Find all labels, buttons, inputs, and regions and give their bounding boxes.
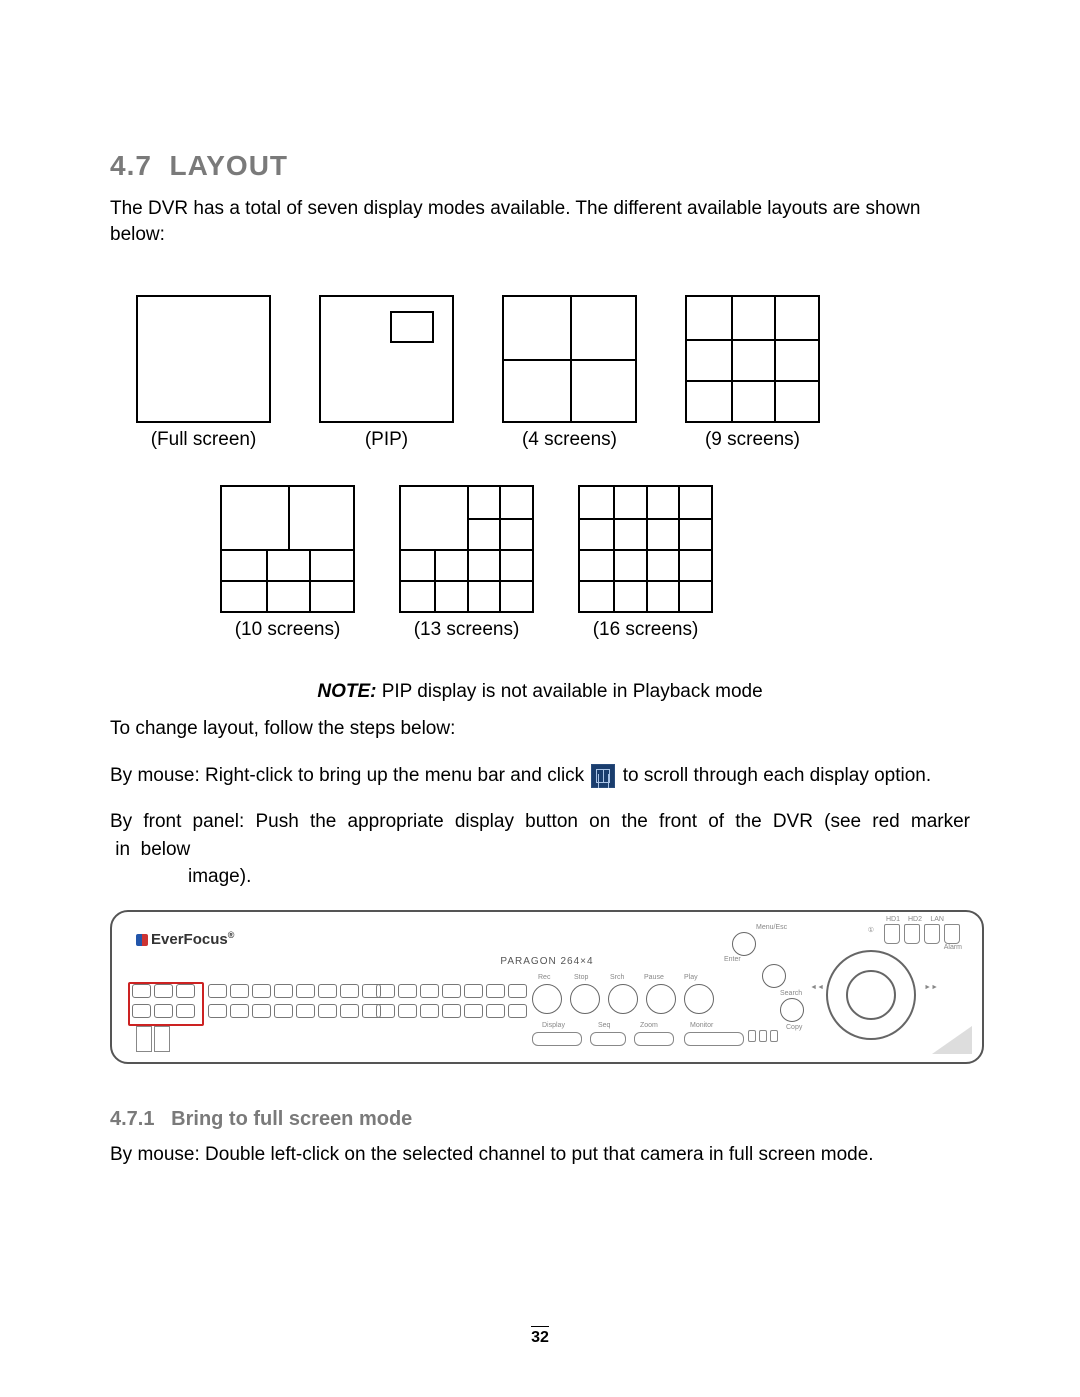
layout-full-label: (Full screen) — [151, 429, 257, 451]
subsection-text: By mouse: Double left-click on the selec… — [110, 1141, 970, 1169]
layout-pip-diagram — [319, 295, 454, 423]
display-buttons-top — [132, 984, 195, 998]
layout-pip-label: (PIP) — [365, 429, 408, 451]
layout-16-diagram — [578, 485, 713, 613]
layout-13: (13 screens) — [399, 485, 534, 641]
layout-full: (Full screen) — [136, 295, 271, 451]
note-prefix: NOTE: — [317, 681, 376, 702]
layout-pip: (PIP) — [319, 295, 454, 451]
note-line: NOTE: PIP display is not available in Pl… — [110, 681, 970, 703]
extra-buttons-top — [376, 984, 527, 998]
subsection-title: Bring to full screen mode — [171, 1108, 412, 1130]
layout-13-label: (13 screens) — [414, 619, 520, 641]
extra-buttons-bottom — [376, 1004, 527, 1018]
layout-full-diagram — [136, 295, 271, 423]
device-brand: EverFocus® — [136, 930, 234, 948]
zoom-pill — [634, 1032, 674, 1046]
layout-4-label: (4 screens) — [522, 429, 617, 451]
layout-13-diagram — [399, 485, 534, 613]
layout-16-label: (16 screens) — [593, 619, 699, 641]
layout-row-2: (10 screens) (13 screens) — [220, 485, 970, 641]
playback-buttons — [532, 984, 714, 1014]
monitor-pill — [684, 1032, 744, 1046]
panel-indent: image). — [110, 866, 251, 887]
jog-wheel — [826, 950, 916, 1040]
display-pill — [532, 1032, 582, 1046]
display-buttons-bottom — [132, 1004, 195, 1018]
mouse-instruction: By mouse: Right-click to bring up the me… — [110, 762, 970, 790]
channel-buttons-top — [208, 984, 381, 998]
subsection-heading: 4.7.1 Bring to full screen mode — [110, 1108, 970, 1131]
section-title: LAYOUT — [170, 150, 289, 181]
layout-9: (9 screens) — [685, 295, 820, 451]
pip-inner-icon — [390, 311, 434, 343]
layout-4-diagram — [502, 295, 637, 423]
front-slot — [136, 1026, 152, 1052]
usb-ports — [884, 924, 960, 944]
intro-text: The DVR has a total of seven display mod… — [110, 196, 970, 247]
corner-triangle-icon — [932, 1026, 972, 1054]
layout-row-1: (Full screen) (PIP) (4 screens) (9 scree… — [136, 295, 970, 451]
layout-9-diagram — [685, 295, 820, 423]
search-button — [780, 998, 804, 1022]
brand-icon — [136, 934, 148, 946]
layout-9-label: (9 screens) — [705, 429, 800, 451]
device-model: PARAGON 264×4 — [500, 956, 593, 967]
channel-buttons-bottom — [208, 1004, 381, 1018]
seq-pill — [590, 1032, 626, 1046]
layout-10-diagram — [220, 485, 355, 613]
layout-scroll-icon — [591, 764, 615, 788]
layout-4: (4 screens) — [502, 295, 637, 451]
enter-button — [762, 964, 786, 988]
note-text: PIP display is not available in Playback… — [376, 681, 762, 702]
layout-10: (10 screens) — [220, 485, 355, 641]
menu-button — [732, 932, 756, 956]
page-number: 32 — [0, 1326, 1080, 1347]
panel-instruction: By front panel: Push the appropriate dis… — [110, 808, 970, 891]
section-heading: 4.7 LAYOUT — [110, 150, 970, 182]
steps-intro: To change layout, follow the steps below… — [110, 715, 970, 743]
layout-16: (16 screens) — [578, 485, 713, 641]
front-slot-2 — [154, 1026, 170, 1052]
mouse-text-a: By mouse: Right-click to bring up the me… — [110, 765, 589, 786]
mouse-text-b: to scroll through each display option. — [623, 765, 931, 786]
subsection-number: 4.7.1 — [110, 1108, 154, 1130]
layout-10-label: (10 screens) — [235, 619, 341, 641]
section-number: 4.7 — [110, 150, 152, 181]
device-front-panel: EverFocus® PARAGON 264×4 ① Alarm HD1 HD2… — [110, 910, 984, 1064]
